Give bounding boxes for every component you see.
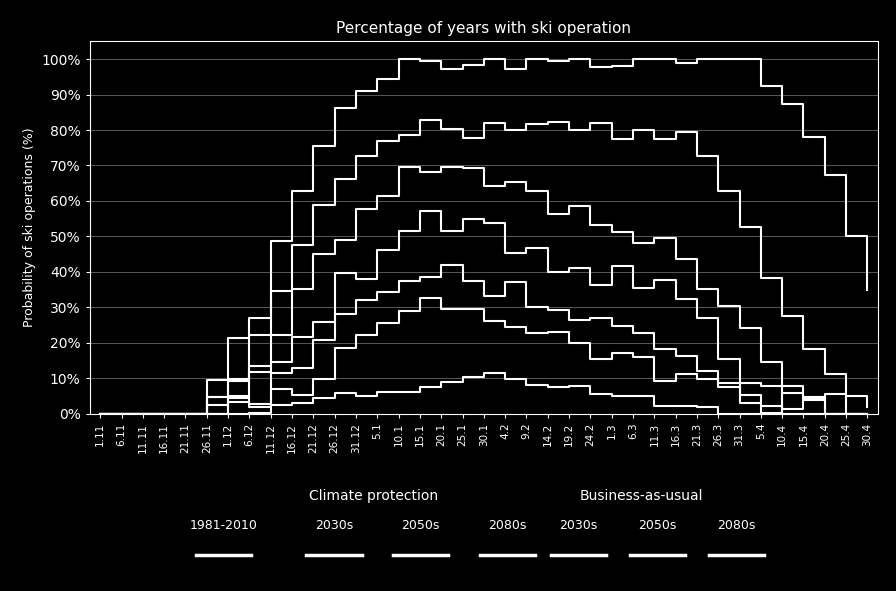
Text: 2080s: 2080s: [488, 519, 527, 532]
Text: Climate protection: Climate protection: [309, 489, 438, 502]
Text: 2050s: 2050s: [401, 519, 440, 532]
Text: 2050s: 2050s: [638, 519, 676, 532]
Text: 1981-2010: 1981-2010: [190, 519, 257, 532]
Text: Business-as-usual: Business-as-usual: [580, 489, 703, 502]
Text: 2030s: 2030s: [314, 519, 353, 532]
Text: 2030s: 2030s: [559, 519, 598, 532]
Text: 2080s: 2080s: [717, 519, 755, 532]
Title: Percentage of years with ski operation: Percentage of years with ski operation: [336, 21, 632, 36]
Y-axis label: Probability of ski operations (%): Probability of ski operations (%): [22, 128, 36, 327]
